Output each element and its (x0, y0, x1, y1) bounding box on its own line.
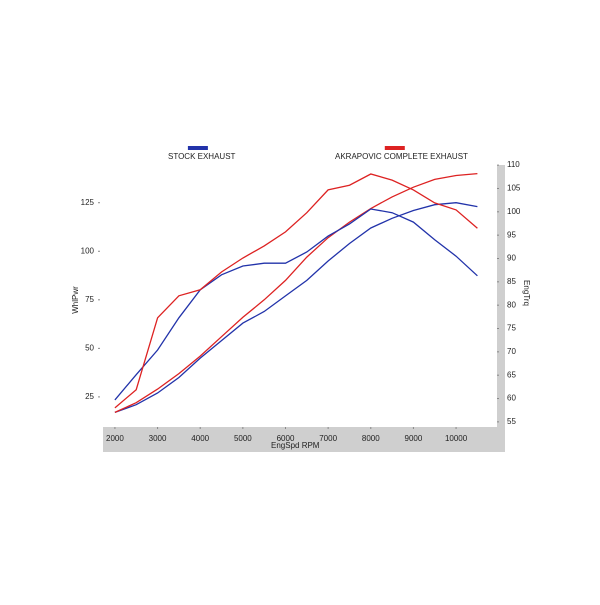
x-tick-label: 9000 (405, 434, 423, 443)
y2-tick-label: 55 (507, 417, 516, 426)
y2-tick-label: 60 (507, 394, 516, 403)
y2-tick-label: 105 (507, 184, 521, 193)
y-tick-label: 25 (85, 392, 94, 401)
legend-label: STOCK EXHAUST (168, 152, 236, 161)
y-tick-label: 50 (85, 343, 94, 352)
y2-tick-label: 95 (507, 230, 516, 239)
x-tick-label: 4000 (191, 434, 209, 443)
legend-swatch (384, 146, 405, 150)
y-tick-label: 125 (81, 198, 95, 207)
y2-tick-label: 110 (507, 160, 520, 169)
y-tick-label: 75 (85, 295, 94, 304)
y2-axis-title: EngTrq (522, 280, 531, 306)
x-axis-title: EngSpd RPM (271, 441, 320, 450)
y2-tick-label: 100 (507, 207, 521, 216)
y2-tick-label: 75 (507, 324, 516, 333)
y2-tick-label: 70 (507, 347, 516, 356)
line (114, 202, 478, 414)
x-tick-label: 6000 (277, 434, 295, 443)
x-tick-label: 5000 (234, 434, 252, 443)
line (114, 173, 478, 409)
y2-tick-label: 85 (507, 277, 516, 286)
x-tick-label: 2000 (106, 434, 124, 443)
y2-tick-label: 80 (507, 300, 516, 309)
legend-swatch (187, 146, 208, 150)
line (114, 172, 478, 413)
x-tick-label: 8000 (362, 434, 380, 443)
x-tick-label: 7000 (319, 434, 337, 443)
y-tick-label: 100 (81, 246, 95, 255)
y2-tick-label: 90 (507, 254, 516, 263)
x-tick-label: 3000 (149, 434, 167, 443)
x-tick-label: 10000 (445, 434, 468, 443)
line (114, 208, 478, 401)
y-axis-title: WhlPwr (71, 286, 80, 314)
legend-label: AKRAPOVIC COMPLETE EXHAUST (335, 152, 468, 161)
y2-tick-label: 65 (507, 370, 516, 379)
